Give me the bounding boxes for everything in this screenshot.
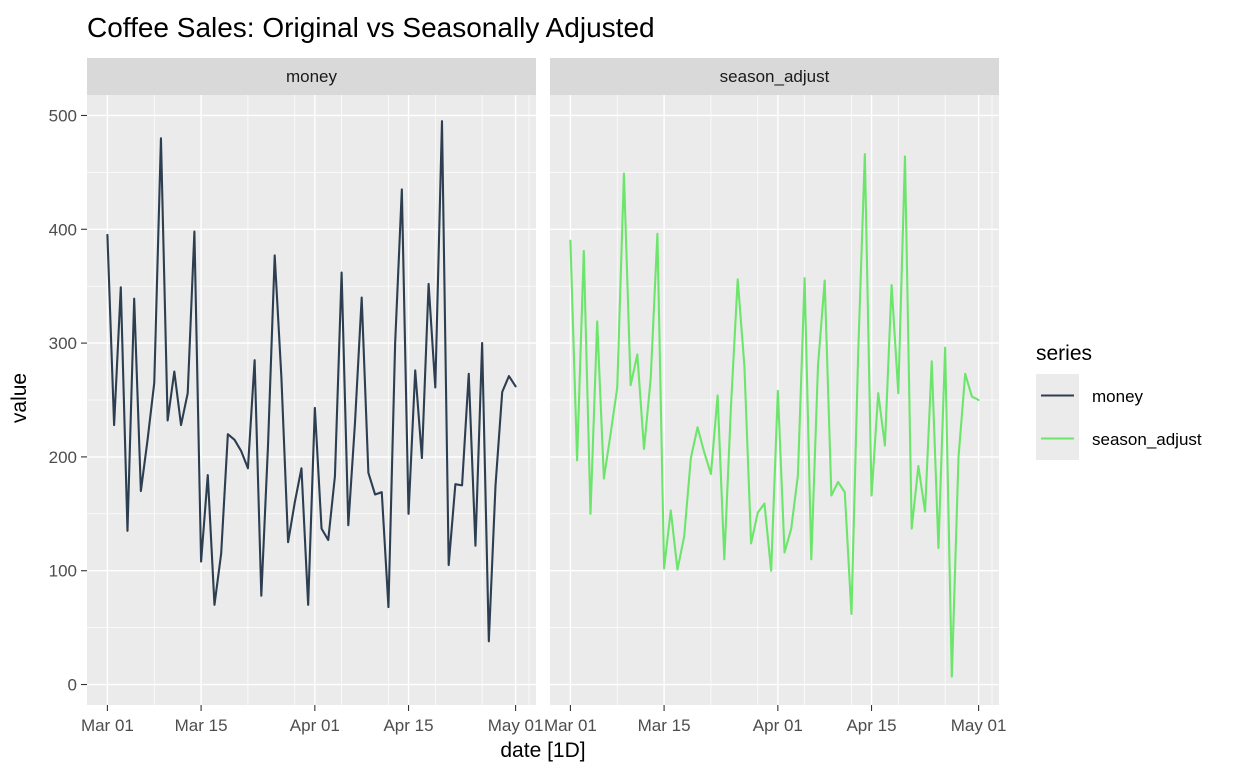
x-tick-label: Apr 01: [753, 716, 803, 735]
facet-strip: [87, 58, 536, 95]
facet-strip-label: money: [286, 67, 338, 86]
y-axis-title: value: [8, 373, 31, 423]
x-tick-label: Mar 01: [544, 716, 597, 735]
x-tick-label: Mar 15: [175, 716, 228, 735]
x-axis-title: date [1D]: [500, 739, 585, 762]
facet-strip: [550, 58, 999, 95]
legend-label-money: money: [1092, 387, 1144, 406]
x-tick-label: Mar 15: [638, 716, 691, 735]
y-tick-label: 400: [49, 220, 77, 239]
facet-panel-money: money Mar 01 Mar 15 Apr 01 Apr 15 May 01: [81, 58, 544, 735]
series-line-season_adjust: [569, 153, 980, 678]
facet-strip-label: season_adjust: [720, 67, 830, 86]
series-line-money: [106, 120, 517, 643]
x-tick-label: May 01: [951, 716, 1007, 735]
legend-title: series: [1036, 342, 1092, 365]
y-tick-label: 200: [49, 448, 77, 467]
x-tick-label: Apr 01: [290, 716, 340, 735]
legend-label-season_adjust: season_adjust: [1092, 430, 1202, 449]
y-tick-label: 0: [68, 676, 77, 695]
x-tick-label: May 01: [488, 716, 544, 735]
chart-title: Coffee Sales: Original vs Seasonally Adj…: [87, 12, 655, 43]
facet-panel-season_adjust: season_adjust Mar 01 Mar 15 Apr 01 Apr 15 May…: [544, 58, 1007, 735]
y-tick-label: 300: [49, 334, 77, 353]
x-tick-label: Apr 15: [383, 716, 433, 735]
x-tick-label: Mar 01: [81, 716, 134, 735]
y-tick-label: 100: [49, 562, 77, 581]
y-tick-label: 500: [49, 106, 77, 125]
x-tick-label: Apr 15: [846, 716, 896, 735]
